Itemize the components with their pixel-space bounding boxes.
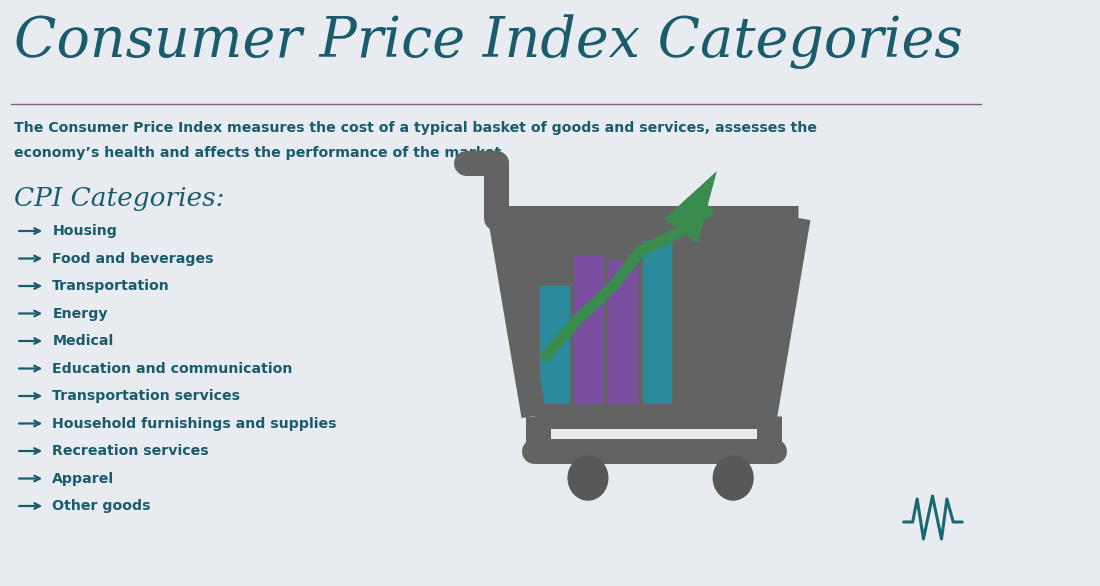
Text: economy’s health and affects the performance of the market.: economy’s health and affects the perform… — [13, 146, 506, 160]
Text: CPI Categories:: CPI Categories: — [13, 186, 224, 211]
Text: Food and beverages: Food and beverages — [53, 251, 213, 265]
Polygon shape — [500, 218, 799, 416]
Circle shape — [713, 456, 754, 500]
Text: Housing: Housing — [53, 224, 118, 238]
Text: Transportation services: Transportation services — [53, 389, 240, 403]
Text: Recreation services: Recreation services — [53, 444, 209, 458]
Text: Medical: Medical — [53, 334, 113, 348]
Bar — [540, 286, 569, 416]
Text: Household furnishings and supplies: Household furnishings and supplies — [53, 417, 337, 431]
Text: Apparel: Apparel — [53, 472, 114, 485]
Text: Other goods: Other goods — [53, 499, 151, 513]
Polygon shape — [664, 171, 717, 243]
Text: Consumer Price Index Categories: Consumer Price Index Categories — [13, 14, 962, 69]
Bar — [574, 256, 603, 416]
Text: Transportation: Transportation — [53, 279, 170, 293]
Text: Education and communication: Education and communication — [53, 362, 293, 376]
Bar — [608, 261, 637, 416]
Text: The Consumer Price Index measures the cost of a typical basket of goods and serv: The Consumer Price Index measures the co… — [13, 121, 816, 135]
Polygon shape — [509, 228, 807, 426]
Text: Energy: Energy — [53, 306, 108, 321]
Circle shape — [568, 456, 608, 500]
Bar — [642, 241, 671, 416]
